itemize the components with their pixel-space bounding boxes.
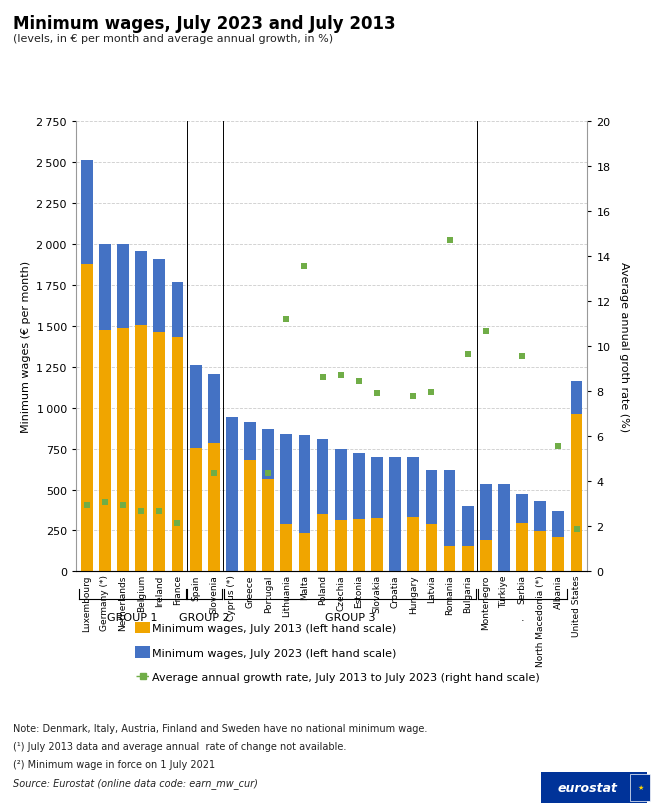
Text: (¹) July 2013 data and average annual  rate of change not available.: (¹) July 2013 data and average annual ra… [13, 741, 346, 751]
Bar [444, 546, 455, 572]
Bar [99, 331, 111, 572]
Bar [153, 260, 165, 572]
Text: GROUP 2: GROUP 2 [180, 612, 230, 623]
Bar [262, 479, 274, 572]
Bar [426, 470, 438, 572]
Bar [317, 514, 329, 572]
Text: Minimum wages, July 2023 and July 2013: Minimum wages, July 2023 and July 2013 [13, 15, 396, 32]
Text: (levels, in € per month and average annual growth, in %): (levels, in € per month and average annu… [13, 34, 333, 44]
Bar [317, 440, 329, 572]
Text: Source: Eurostat (online data code: earn_mw_cur): Source: Eurostat (online data code: earn… [13, 777, 258, 787]
Bar [353, 453, 365, 572]
Bar [335, 521, 346, 572]
Bar [371, 457, 383, 572]
Bar [444, 470, 455, 572]
Bar [462, 506, 474, 572]
Bar [244, 460, 256, 572]
Text: eurostat: eurostat [558, 781, 618, 794]
Bar [81, 265, 92, 572]
Bar [189, 448, 201, 572]
Bar [135, 251, 147, 572]
Bar [280, 524, 292, 572]
Bar [208, 444, 220, 572]
Bar [135, 326, 147, 572]
Bar [462, 546, 474, 572]
Bar [516, 495, 528, 572]
Text: Minimum wages, July 2013 (left hand scale): Minimum wages, July 2013 (left hand scal… [152, 624, 396, 633]
Bar [407, 457, 419, 572]
Bar [172, 337, 183, 572]
Bar [189, 366, 201, 572]
Bar [280, 434, 292, 572]
Bar [117, 244, 129, 572]
Bar [172, 282, 183, 572]
Bar [516, 524, 528, 572]
Text: GROUP 3: GROUP 3 [325, 612, 375, 623]
Bar [262, 429, 274, 572]
Bar [244, 423, 256, 572]
Bar [480, 540, 492, 572]
Text: ★: ★ [637, 784, 644, 791]
Bar [552, 537, 564, 572]
Bar [535, 501, 546, 572]
Bar [480, 485, 492, 572]
Y-axis label: Minimum wages (€ per month): Minimum wages (€ per month) [21, 261, 31, 432]
Bar [81, 161, 92, 572]
Bar [371, 518, 383, 572]
Bar [353, 519, 365, 572]
Text: Note: Denmark, Italy, Austria, Finland and Sweden have no national minimum wage.: Note: Denmark, Italy, Austria, Finland a… [13, 723, 428, 733]
Bar [153, 333, 165, 572]
Bar [208, 375, 220, 572]
Bar [117, 328, 129, 572]
Bar [298, 534, 310, 572]
Bar [552, 512, 564, 572]
Text: GROUP 1: GROUP 1 [107, 612, 157, 623]
Text: .: . [520, 612, 524, 623]
Bar [99, 244, 111, 572]
Bar [298, 436, 310, 572]
Bar [407, 517, 419, 572]
Bar [226, 418, 238, 572]
Bar [571, 382, 582, 572]
Bar [535, 531, 546, 572]
Text: Minimum wages, July 2023 (left hand scale): Minimum wages, July 2023 (left hand scal… [152, 648, 396, 658]
Bar [571, 414, 582, 572]
Bar [498, 484, 510, 572]
Bar [426, 525, 438, 572]
Y-axis label: Average annual groth rate (%): Average annual groth rate (%) [619, 262, 629, 431]
Bar [389, 457, 401, 572]
Bar [335, 450, 346, 572]
Text: Average annual growth rate, July 2013 to July 2023 (right hand scale): Average annual growth rate, July 2013 to… [152, 672, 539, 682]
Text: (²) Minimum wage in force on 1 July 2021: (²) Minimum wage in force on 1 July 2021 [13, 759, 215, 769]
